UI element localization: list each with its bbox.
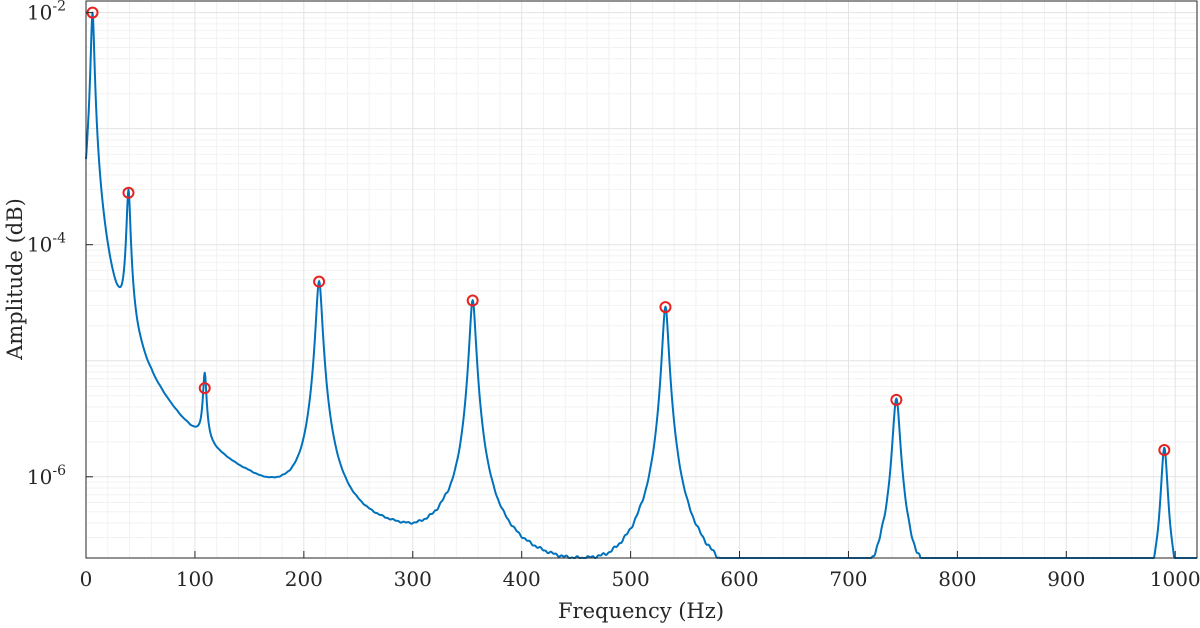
y-tick-label: 10-2 [27,0,66,25]
x-tick-label: 1000 [1150,567,1200,591]
x-axis-label: Frequency (Hz) [558,599,724,623]
y-tick-label: 10-6 [27,463,66,489]
x-tick-label: 700 [829,567,867,591]
y-tick-label: 10-4 [27,231,66,257]
x-tick-label: 800 [938,567,976,591]
y-axis-ticks: 10-2 10-4 10-6 [27,0,93,489]
x-tick-label: 200 [285,567,323,591]
x-tick-label: 500 [612,567,650,591]
x-tick-label: 900 [1047,567,1085,591]
x-tick-label: 100 [176,567,214,591]
x-tick-label: 600 [720,567,758,591]
x-tick-label: 0 [80,567,93,591]
x-tick-label: 300 [394,567,432,591]
y-axis-label: Amplitude (dB) [3,198,27,361]
x-tick-label: 400 [503,567,541,591]
